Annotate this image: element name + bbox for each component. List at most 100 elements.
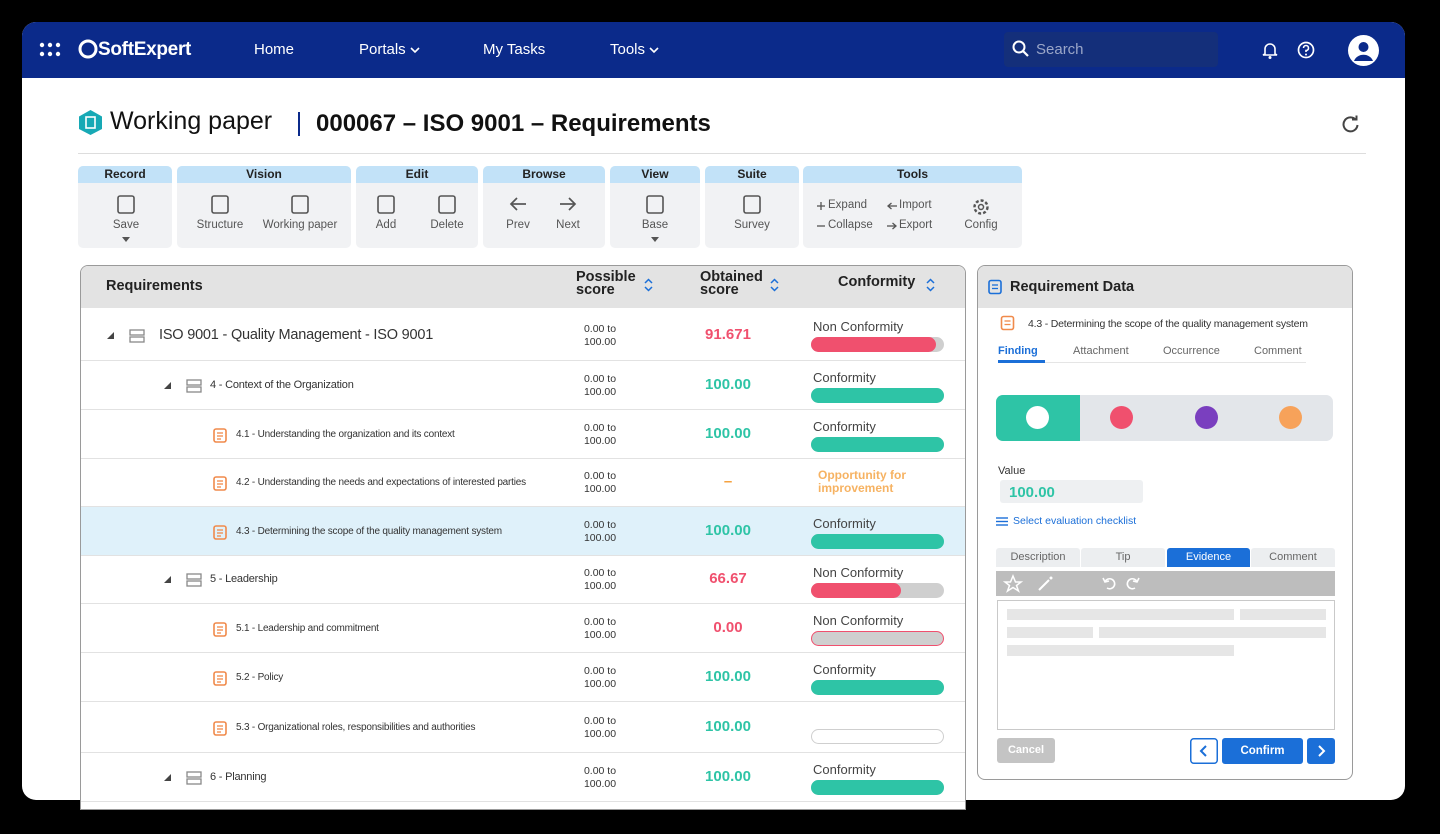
apps-icon-shape (39, 42, 45, 48)
table-row[interactable] (81, 702, 965, 753)
editor-tools-shape (1049, 576, 1053, 580)
table-row[interactable] (81, 459, 965, 507)
editor-tab[interactable]: Evidence (1167, 548, 1250, 567)
apps-icon-shape (47, 42, 53, 48)
expand-caret[interactable] (107, 331, 114, 339)
next-button-shape (1318, 745, 1326, 757)
page-icon-shape (79, 110, 102, 135)
toolbar-button[interactable]: Working paper (262, 219, 338, 231)
column-header[interactable]: Possible score (576, 269, 636, 298)
detail-title: Requirement Data (1010, 279, 1135, 295)
confirm-button[interactable]: Confirm (1222, 738, 1303, 764)
toolbar-button[interactable]: Collapse (828, 219, 873, 231)
table-row[interactable] (81, 604, 965, 653)
expand-caret-shape (164, 381, 171, 389)
help-icon-shape (1302, 44, 1310, 52)
possible-score: 0.00 to 100.00 (583, 322, 617, 348)
toolbar-button[interactable]: Base (641, 219, 669, 231)
page-icon-shape (79, 110, 102, 135)
table-row[interactable] (81, 361, 965, 410)
sort-icon[interactable] (644, 278, 653, 292)
sort-icon[interactable] (926, 278, 935, 292)
row-icon (186, 572, 202, 588)
prev-button[interactable] (1190, 738, 1218, 764)
row-icon-shape (213, 670, 227, 686)
toolbar-button[interactable]: Next (556, 219, 580, 231)
editor-area[interactable] (997, 600, 1335, 730)
bell-icon[interactable] (1262, 41, 1278, 59)
table-row[interactable] (81, 753, 965, 802)
editor-tools[interactable] (1003, 574, 1143, 593)
next-button[interactable] (1307, 738, 1335, 764)
config-icon-shape (973, 199, 989, 215)
column-header[interactable]: Conformity (838, 274, 916, 290)
editor-tab[interactable]: Comment (1251, 548, 1335, 567)
row-icon (212, 475, 228, 491)
toolbar-button[interactable]: Delete (430, 219, 464, 231)
conformity-status: Conformity (813, 762, 876, 777)
toolbar-button[interactable]: Structure (196, 219, 244, 231)
row-icon-shape (213, 476, 227, 491)
help-icon[interactable] (1297, 41, 1315, 59)
detail-item: 4.3 - Determining the scope of the quali… (1028, 318, 1308, 330)
toolbar-button[interactable]: Import (899, 199, 932, 211)
row-icon-shape (213, 524, 227, 540)
tab[interactable]: Occurrence (1163, 345, 1220, 357)
column-header[interactable]: Obtained score (700, 269, 763, 298)
chevron-shape (649, 47, 659, 54)
expand-caret[interactable] (164, 773, 171, 781)
tab[interactable]: Finding (998, 345, 1038, 357)
requirement-label: 5 - Leadership (210, 573, 278, 586)
nav-item[interactable]: Portals (359, 41, 406, 58)
possible-score: 0.00 to 100.00 (583, 764, 617, 790)
editor-tab[interactable]: Tip (1081, 548, 1165, 567)
apps-icon[interactable] (39, 42, 61, 58)
toolbar-button[interactable]: Expand (828, 199, 868, 211)
toolbar-icon-shape (560, 197, 577, 211)
tool-icon (887, 201, 898, 211)
refresh-icon-shape (1342, 116, 1359, 133)
tab[interactable]: Comment (1254, 345, 1302, 357)
dropdown-caret-shape (651, 237, 659, 242)
conformity-status: Non Conformity (813, 613, 904, 628)
row-icon (129, 328, 145, 344)
toolbar-button[interactable]: Survey (734, 219, 770, 231)
table-row[interactable] (81, 556, 965, 604)
row-icon-shape (186, 770, 202, 785)
search-icon (1012, 40, 1030, 58)
table-row[interactable] (81, 310, 965, 361)
expand-caret[interactable] (164, 381, 171, 389)
dropdown-caret (651, 237, 659, 242)
prev-button-shape (1190, 738, 1218, 764)
table-row[interactable] (81, 653, 965, 702)
search-box[interactable] (1004, 32, 1218, 67)
tool-icon-shape (817, 225, 825, 227)
value-input[interactable] (1000, 480, 1143, 503)
nav-item[interactable]: My Tasks (483, 41, 546, 58)
toolbar-button[interactable]: Save (112, 219, 140, 231)
tab[interactable]: Attachment (1073, 345, 1129, 357)
progress-bar (811, 583, 902, 598)
obtained-score: 91.671 (705, 325, 751, 343)
sort-icon-shape (644, 278, 653, 292)
avatar[interactable] (1348, 35, 1379, 66)
checklist-link[interactable]: Select evaluation checklist (1013, 515, 1137, 527)
editor-tab[interactable]: Description (996, 548, 1080, 567)
sort-icon[interactable] (770, 278, 779, 292)
nav-item[interactable]: Home (254, 41, 295, 58)
refresh-icon[interactable] (1341, 115, 1360, 134)
row-icon (212, 720, 228, 736)
cancel-button[interactable]: Cancel (997, 738, 1055, 763)
tab-underline (998, 360, 1045, 363)
toolbar-button[interactable]: Export (899, 219, 933, 231)
toolbar-button[interactable]: Add (375, 219, 397, 231)
requirement-label: 4.3 - Determining the scope of the quali… (236, 525, 502, 537)
table-row[interactable] (81, 410, 965, 459)
chevron-shape (410, 47, 420, 54)
expand-caret[interactable] (164, 576, 171, 583)
nav-item[interactable]: Tools (610, 41, 646, 58)
toolbar-button[interactable]: Config (964, 219, 998, 231)
search-icon-shape (1012, 40, 1029, 57)
toolbar-button[interactable]: Prev (506, 219, 530, 231)
